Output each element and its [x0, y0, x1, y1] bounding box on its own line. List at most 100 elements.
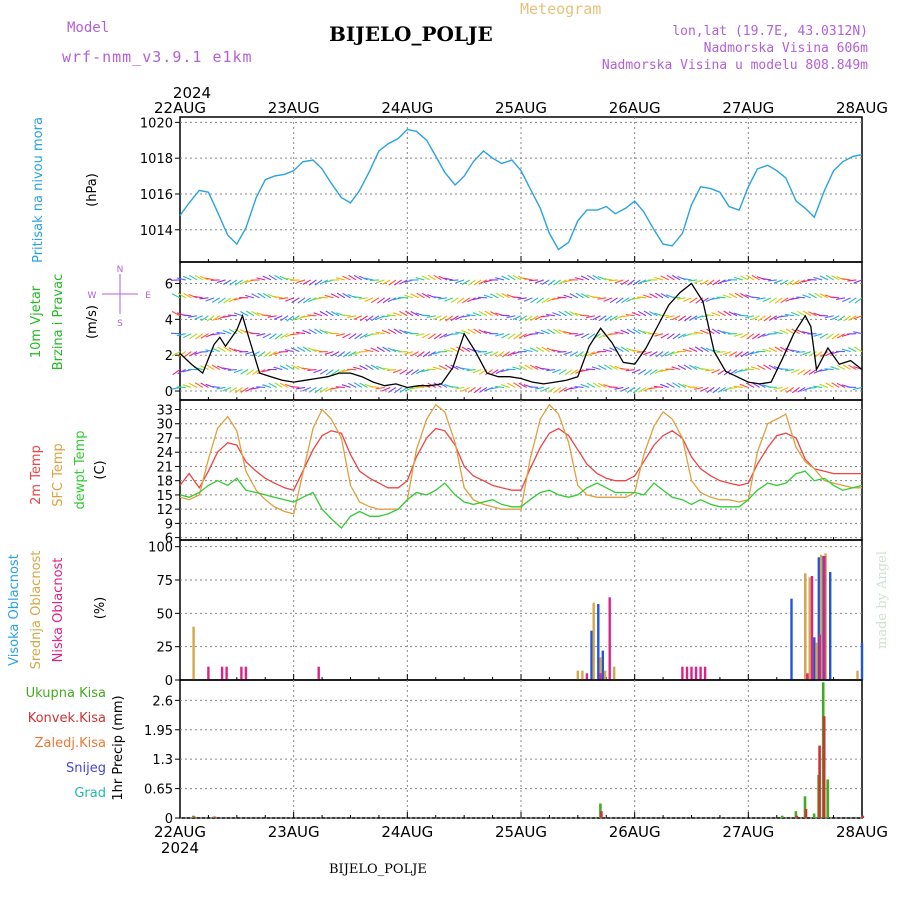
wind-arrow	[302, 346, 312, 353]
precip-legend-3: Snijeg	[66, 761, 106, 776]
wind-arrow	[699, 315, 709, 318]
wind-arrow	[381, 367, 391, 371]
wind-arrow	[506, 315, 516, 319]
wind-arrow	[200, 333, 209, 339]
wind-arrow	[399, 369, 408, 375]
wind-arrow	[710, 297, 721, 301]
wind-arrow	[671, 315, 681, 321]
wind-arrow	[313, 349, 323, 353]
wind-arrow	[705, 297, 715, 303]
wind-arrow	[819, 275, 829, 281]
wind-arrow	[257, 351, 266, 358]
ylabel-cloud-high: Visoka Oblacnost	[7, 554, 22, 666]
wind-arrow	[768, 315, 778, 321]
compass-n: N	[117, 265, 124, 275]
wind-arrow	[392, 297, 402, 301]
wind-arrow	[558, 369, 567, 375]
wind-arrow	[274, 382, 283, 388]
wind-arrow	[693, 386, 703, 390]
wind-arrow	[405, 310, 414, 317]
wind-arrow	[359, 315, 368, 322]
wind-arrow	[314, 387, 323, 394]
wind-arrow	[581, 293, 590, 299]
wind-arrow	[649, 311, 658, 317]
wind-arrow	[655, 292, 664, 299]
wind-arrow	[205, 297, 215, 302]
wind-arrow	[450, 315, 459, 322]
cloud-bar	[808, 577, 811, 680]
wind-arrow	[205, 349, 215, 353]
wind-arrow	[534, 386, 544, 390]
wind-arrow	[706, 386, 715, 393]
wind-arrow	[399, 386, 408, 393]
wind-arrow	[348, 351, 357, 357]
y-tick-label: 33	[156, 403, 173, 418]
wind-arrow	[422, 351, 431, 358]
cloud-bar	[603, 670, 607, 680]
wind-arrow	[314, 279, 323, 286]
wind-arrow	[763, 315, 772, 322]
precip-bar	[804, 809, 808, 818]
wind-arrow	[443, 349, 453, 353]
wind-arrow	[371, 315, 380, 322]
wind-arrow	[620, 367, 630, 371]
model-name: wrf-nmm_v3.9.1 e1km	[62, 48, 253, 66]
wind-arrow	[496, 292, 505, 299]
wind-arrow	[767, 279, 777, 282]
wind-arrow	[216, 279, 226, 284]
wind-arrow	[740, 333, 749, 339]
cloud-bar	[220, 666, 224, 680]
wind-arrow	[500, 314, 510, 317]
wind-arrow	[676, 297, 686, 300]
ylabel-pressure: Pritisak na nivou mora	[31, 117, 46, 263]
wind-arrow	[745, 315, 755, 319]
wind-arrow	[183, 292, 192, 299]
wind-arrow	[267, 315, 277, 318]
wind-arrow	[274, 333, 283, 340]
wind-arrow	[313, 369, 323, 374]
wind-arrow	[574, 277, 584, 281]
wind-arrow	[632, 387, 641, 394]
wind-arrow	[626, 297, 635, 303]
wind-arrow	[530, 315, 539, 322]
wind-arrow	[733, 385, 743, 389]
precip-bar	[795, 815, 799, 818]
wind-arrow	[490, 369, 499, 376]
wind-arrow	[841, 278, 851, 281]
series-pressure	[179, 128, 863, 251]
wind-arrow	[227, 314, 237, 317]
wind-arrow	[558, 329, 567, 335]
cloud-bar	[829, 572, 832, 680]
wind-arrow	[507, 333, 516, 340]
wind-arrow	[699, 367, 709, 371]
wind-arrow	[688, 386, 698, 389]
wind-arrow	[421, 275, 431, 281]
wind-arrow	[552, 328, 562, 335]
wind-arrow	[843, 315, 851, 322]
wind-arrow	[751, 274, 760, 281]
wind-arrow	[797, 369, 806, 375]
wind-arrow	[637, 310, 647, 317]
wind-arrow	[825, 274, 834, 281]
wind-arrow	[427, 274, 437, 281]
wind-arrow	[536, 297, 545, 304]
wind-arrow	[740, 351, 749, 358]
wind-arrow	[342, 333, 351, 339]
wind-arrow	[627, 279, 635, 286]
ylabel-tsfc: SFC Temp	[51, 443, 66, 507]
wind-arrow	[342, 292, 351, 299]
wind-arrow	[763, 364, 772, 371]
wind-arrow	[450, 364, 459, 371]
wind-arrow	[377, 297, 385, 304]
wind-arrow	[313, 312, 323, 317]
wind-arrow	[808, 351, 817, 357]
wind-arrow	[518, 275, 527, 281]
wind-arrow	[547, 386, 556, 393]
wind-arrow	[473, 387, 482, 394]
wind-arrow	[796, 351, 806, 354]
wind-arrow	[171, 351, 181, 357]
cloud-bar	[856, 670, 859, 680]
wind-arrow	[762, 348, 772, 353]
wind-arrow	[227, 368, 237, 371]
wind-arrow	[331, 351, 340, 357]
